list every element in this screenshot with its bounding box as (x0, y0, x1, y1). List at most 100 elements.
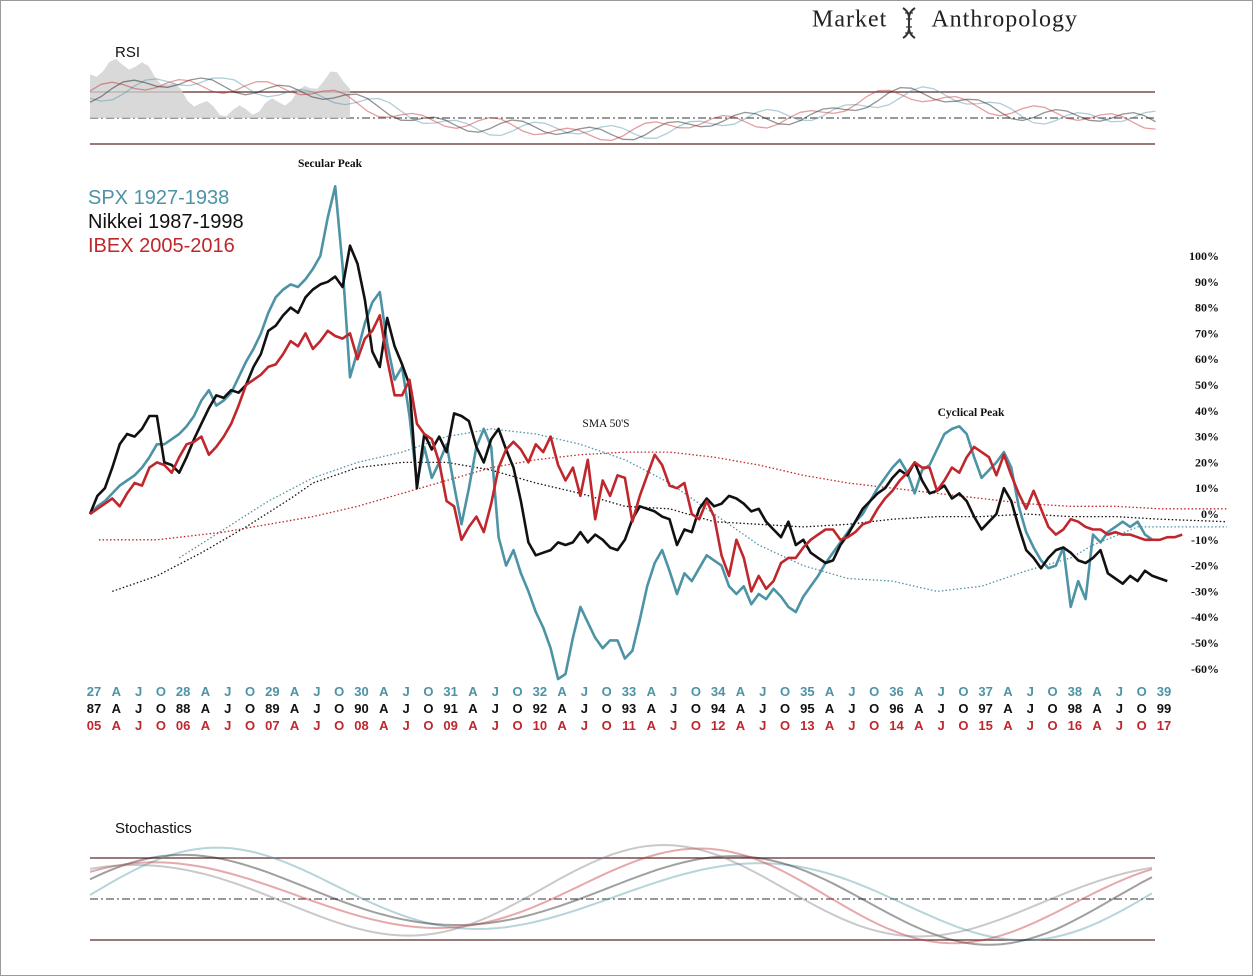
stochastic-trace (89, 853, 1153, 946)
x-tick-label: J (492, 684, 499, 699)
x-tick-label: A (647, 718, 657, 733)
x-tick-label: J (937, 701, 944, 716)
x-tick-label: J (313, 718, 320, 733)
rsi-title: RSI (115, 44, 141, 61)
x-tick-label: A (290, 701, 300, 716)
x-tick-label: A (557, 718, 567, 733)
x-tick-label: 28 (176, 684, 190, 699)
x-tick-label: O (423, 684, 433, 699)
x-tick-label: 38 (1068, 684, 1082, 699)
x-tick-label: 34 (711, 684, 726, 699)
x-tick-label: J (1116, 718, 1123, 733)
stochastic-trace (89, 847, 1153, 945)
x-tick-label: A (736, 684, 746, 699)
x-tick-label: 90 (354, 701, 368, 716)
x-tick-label: O (780, 684, 790, 699)
x-tick-label: J (670, 684, 677, 699)
x-tick-label: 36 (889, 684, 903, 699)
x-tick-label: O (512, 701, 522, 716)
series-line (88, 244, 1168, 585)
chart-annotation: SMA 50'S (582, 418, 629, 430)
x-tick-label: O (334, 701, 344, 716)
legend: SPX 1927-1938 Nikkei 1987-1998 IBEX 2005… (88, 186, 244, 258)
rsi-area (90, 58, 350, 118)
x-tick-label: O (512, 684, 522, 699)
x-tick-label: O (1137, 701, 1147, 716)
x-tick-label: 05 (87, 718, 101, 733)
x-tick-label: J (135, 684, 142, 699)
x-tick-label: J (848, 701, 855, 716)
x-tick-label: A (1092, 718, 1102, 733)
x-tick-label: A (557, 684, 567, 699)
main-plot: 100% 90% 80% 70% 60% 50% 40% 30% 20% 10% 0% -10% -20… (88, 158, 1227, 681)
y-tick-label: -20% (1191, 559, 1219, 573)
dna-helix-icon (902, 7, 916, 39)
x-tick-label: A (914, 718, 924, 733)
x-tick-label: 11 (622, 718, 636, 733)
x-tick-label: 94 (711, 701, 726, 716)
y-tick-label: -50% (1191, 636, 1219, 650)
x-tick-label: 35 (800, 684, 814, 699)
x-tick-label: O (1047, 718, 1057, 733)
x-tick-label: 32 (533, 684, 547, 699)
x-tick-label: A (1092, 701, 1102, 716)
x-tick-label: J (402, 718, 409, 733)
y-tick-label: 70% (1195, 326, 1219, 340)
x-tick-label: A (112, 701, 122, 716)
x-tick-label: 87 (87, 701, 101, 716)
x-tick-label: J (402, 684, 409, 699)
x-tick-label: A (557, 701, 567, 716)
x-tick-label: O (1047, 684, 1057, 699)
x-tick-label: J (848, 684, 855, 699)
x-tick-label: 96 (889, 701, 903, 716)
x-tick-label: J (224, 701, 231, 716)
x-tick-label: J (581, 684, 588, 699)
x-tick-label: A (112, 718, 122, 733)
x-tick-label: J (224, 718, 231, 733)
x-tick-label: A (201, 718, 211, 733)
x-tick-label: O (869, 718, 879, 733)
x-tick-label: O (156, 701, 166, 716)
x-tick-label: A (736, 701, 746, 716)
x-tick-label: A (1092, 684, 1102, 699)
x-tick-label: J (313, 684, 320, 699)
x-tick-label: O (245, 701, 255, 716)
x-tick-label: O (780, 718, 790, 733)
x-tick-label: O (958, 684, 968, 699)
x-tick-label: A (468, 718, 478, 733)
y-tick-label: 40% (1195, 404, 1219, 418)
rsi-panel (89, 58, 1156, 145)
brand-word-anthropology: Anthropology (931, 6, 1078, 33)
x-tick-label: 17 (1157, 718, 1171, 733)
legend-spx: SPX 1927-1938 (88, 187, 230, 209)
x-tick-label: O (691, 701, 701, 716)
x-tick-label: 08 (354, 718, 368, 733)
x-axis-labels: 27 A J O 28 A J O 29 A J O 30 A J O 31 A J O 32 A J O 33 A J O 34 A J O… (87, 684, 1171, 733)
y-tick-label: 60% (1195, 352, 1219, 366)
x-tick-label: A (647, 701, 657, 716)
y-tick-label: 0% (1201, 507, 1219, 521)
x-tick-label: 88 (176, 701, 190, 716)
legend-ibex: IBEX 2005-2016 (88, 235, 235, 257)
x-tick-label: J (1027, 718, 1034, 733)
stochastics-panel (89, 843, 1155, 946)
x-tick-label: O (156, 684, 166, 699)
x-tick-label: A (468, 684, 478, 699)
series-line (89, 185, 1154, 681)
x-tick-label: J (224, 684, 231, 699)
x-tick-label: 37 (978, 684, 992, 699)
x-tick-label: J (581, 718, 588, 733)
x-tick-label: O (691, 684, 701, 699)
chart-annotation: Secular Peak (298, 158, 363, 170)
x-tick-label: O (512, 718, 522, 733)
x-tick-label: A (290, 684, 300, 699)
x-tick-label: 16 (1068, 718, 1082, 733)
x-tick-label: 07 (265, 718, 279, 733)
x-tick-label: J (759, 684, 766, 699)
x-tick-label: O (1137, 718, 1147, 733)
x-tick-label: 39 (1157, 684, 1171, 699)
y-tick-label: 20% (1195, 455, 1219, 469)
x-tick-label: O (958, 718, 968, 733)
